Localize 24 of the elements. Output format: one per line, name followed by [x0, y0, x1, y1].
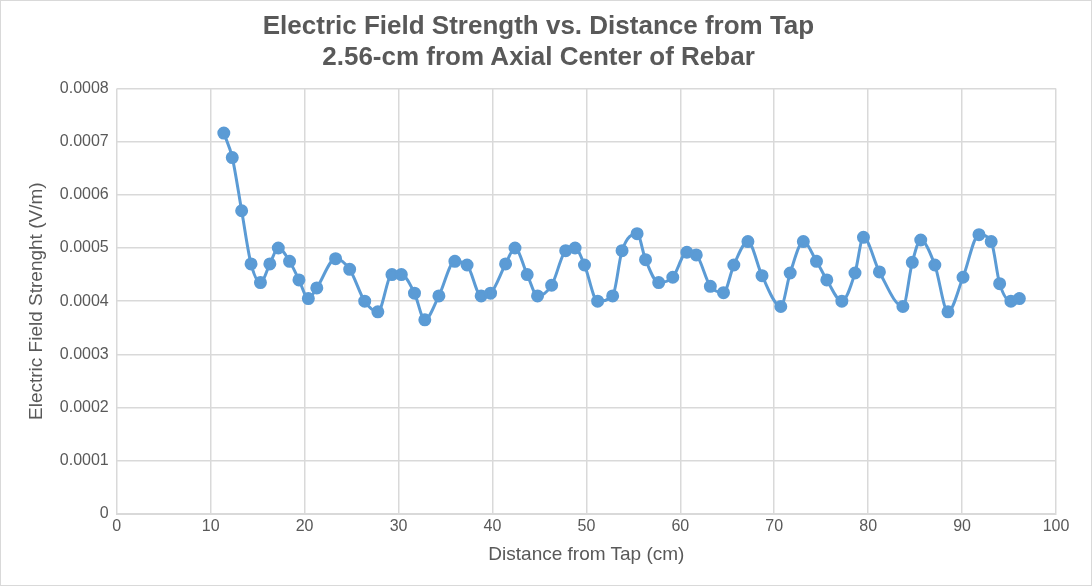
- x-tick-label: 40: [483, 517, 502, 535]
- y-tick-label: 0.0006: [59, 185, 109, 203]
- x-tick-label: 60: [671, 517, 690, 535]
- y-tick-label: 0.0004: [59, 291, 109, 309]
- y-tick-label: 0.0005: [59, 238, 109, 256]
- y-axis-title: Electric Field Strenght (V/m): [24, 182, 46, 420]
- chart-title: Electric Field Strength vs. Distance from Tap: [262, 9, 815, 40]
- x-tick-label: 10: [201, 517, 220, 535]
- y-tick-label: 0.0001: [59, 451, 109, 469]
- x-tick-label: 50: [577, 517, 596, 535]
- x-tick-label: 80: [859, 517, 878, 535]
- y-tick-label: 0.0008: [59, 78, 109, 96]
- chart-subtitle: 2.56-cm from Axial Center of Rebar: [322, 40, 755, 71]
- x-tick-label: 0: [112, 517, 122, 535]
- x-tick-label: 70: [765, 517, 784, 535]
- y-tick-label: 0.0003: [59, 344, 109, 362]
- y-tick-label: 0.0007: [59, 132, 109, 150]
- x-tick-label: 90: [953, 517, 972, 535]
- y-tick-label: 0: [99, 504, 109, 522]
- x-tick-label: 100: [1042, 517, 1070, 535]
- x-axis-title: Distance from Tap (cm): [488, 542, 685, 564]
- x-tick-label: 30: [389, 517, 408, 535]
- y-tick-label: 0.0002: [59, 398, 109, 416]
- x-tick-label: 20: [295, 517, 314, 535]
